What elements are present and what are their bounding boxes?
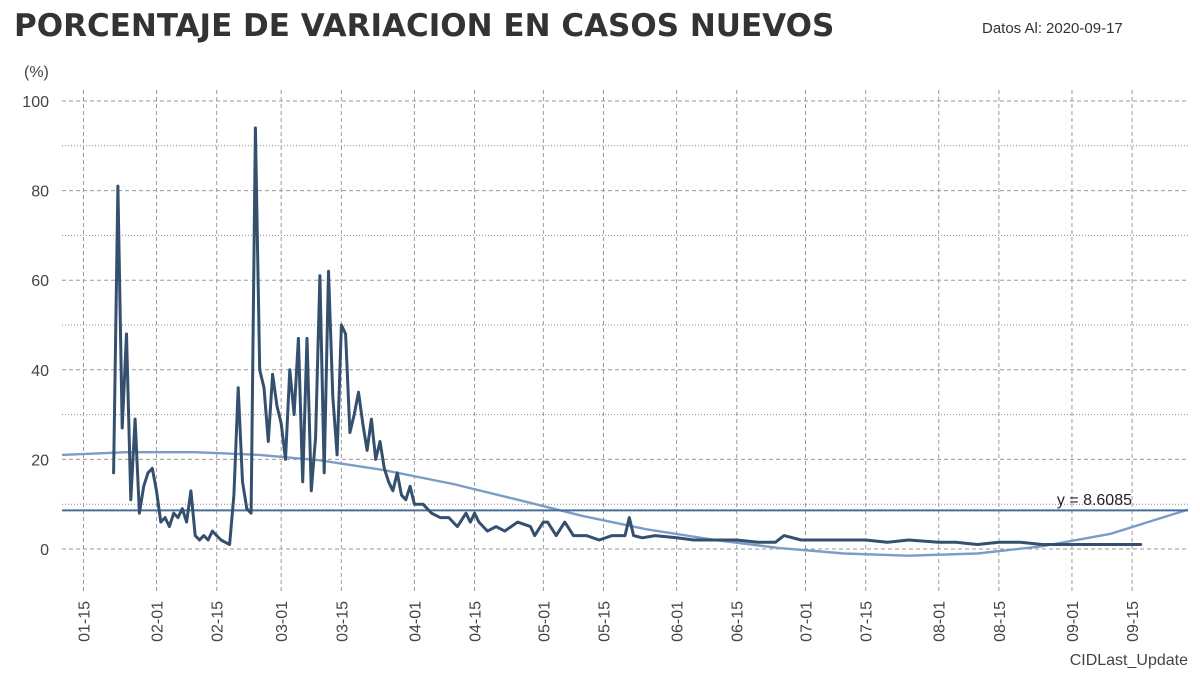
data-date-value: 2020-09-17 [1046,20,1123,37]
x-tick-label: 03-15 [334,601,351,642]
x-tick-label: 05-01 [536,601,553,642]
trend-line [61,451,1189,557]
x-tick-label: 09-15 [1125,601,1142,642]
series-lines [61,126,1189,557]
x-tick-label: 07-15 [859,601,876,642]
x-tick-label: 08-15 [992,601,1009,642]
daily-variation-line [112,126,1143,546]
x-tick-label: 08-01 [932,601,949,642]
data-date: Datos Al: 2020-09-17 [982,20,1123,37]
x-tick-label: 06-15 [730,601,747,642]
data-date-label: Datos Al: [982,20,1043,37]
grid-lines [62,90,1188,592]
x-tick-label: 01-15 [76,601,93,642]
y-tick-label: 20 [31,452,49,469]
x-tick-label: 02-01 [150,601,167,642]
x-tick-label: 04-01 [407,601,424,642]
y-axis-ticks: 0 20 40 60 80 100 [22,94,49,559]
x-tick-label: 05-15 [597,601,614,642]
x-tick-label: 03-01 [274,601,291,642]
y-tick-label: 40 [31,363,49,380]
chart-title: PORCENTAJE DE VARIACION EN CASOS NUEVOS [14,8,835,44]
y-axis-label: (%) [24,64,49,81]
y-tick-label: 60 [31,273,49,290]
y-tick-label: 80 [31,184,49,201]
x-tick-label: 04-15 [468,601,485,642]
x-tick-label: 07-01 [799,601,816,642]
x-axis-label: CIDLast_Update [1070,652,1188,669]
x-tick-label: 06-01 [670,601,687,642]
x-tick-label: 09-01 [1065,601,1082,642]
x-tick-label: 02-15 [210,601,227,642]
mean-annotation: y = 8.6085 [1057,492,1132,509]
y-tick-label: 100 [22,94,49,111]
y-tick-label: 0 [40,542,49,559]
x-axis-ticks: 01-15 02-01 02-15 03-01 03-15 04-01 04-15 05-01… [76,601,1142,642]
